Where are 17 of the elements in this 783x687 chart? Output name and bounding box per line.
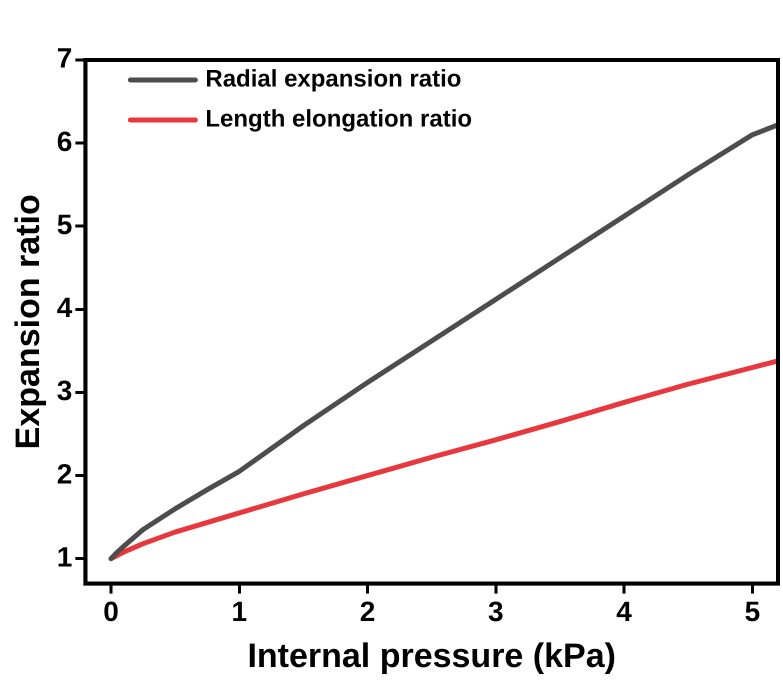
legend-label: Radial expansion ratio [205, 66, 462, 93]
x-axis-title: Internal pressure (kPa) [247, 636, 616, 675]
y-axis-title: Expansion ratio [8, 194, 47, 450]
y-tick-label: 3 [56, 375, 72, 406]
y-tick-label: 1 [56, 541, 72, 572]
x-tick-label: 3 [488, 596, 504, 628]
y-tick-label: 7 [56, 42, 72, 74]
legend-label: Length elongation ratio [205, 106, 472, 133]
y-tick-label: 4 [56, 292, 73, 324]
y-tick-label: 5 [56, 208, 72, 240]
x-tick-label: 4 [616, 596, 632, 628]
x-tick-label: 2 [360, 596, 376, 628]
y-tick-label: 2 [56, 458, 72, 490]
x-tick-label: 0 [103, 596, 119, 628]
y-tick-label: 6 [56, 126, 72, 157]
x-tick-label: 5 [744, 596, 760, 628]
x-tick-label: 1 [232, 596, 248, 628]
